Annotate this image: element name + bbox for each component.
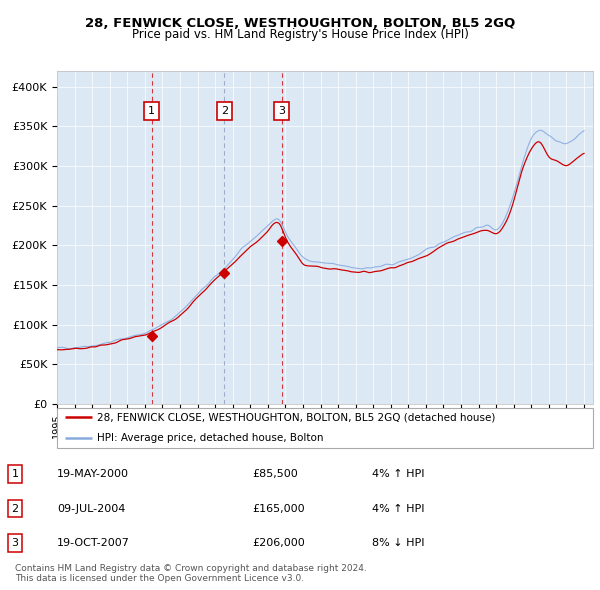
Text: Contains HM Land Registry data © Crown copyright and database right 2024.
This d: Contains HM Land Registry data © Crown c…	[15, 563, 367, 583]
Text: 19-OCT-2007: 19-OCT-2007	[57, 538, 130, 548]
Text: 3: 3	[11, 538, 19, 548]
Text: Price paid vs. HM Land Registry's House Price Index (HPI): Price paid vs. HM Land Registry's House …	[131, 28, 469, 41]
Text: 1: 1	[11, 470, 19, 479]
Text: 19-MAY-2000: 19-MAY-2000	[57, 470, 129, 479]
Text: 3: 3	[278, 106, 286, 116]
Text: 2: 2	[221, 106, 228, 116]
Text: £206,000: £206,000	[252, 538, 305, 548]
Text: 8% ↓ HPI: 8% ↓ HPI	[372, 538, 425, 548]
Text: 28, FENWICK CLOSE, WESTHOUGHTON, BOLTON, BL5 2GQ: 28, FENWICK CLOSE, WESTHOUGHTON, BOLTON,…	[85, 17, 515, 30]
Text: £165,000: £165,000	[252, 504, 305, 513]
Text: £85,500: £85,500	[252, 470, 298, 479]
Text: HPI: Average price, detached house, Bolton: HPI: Average price, detached house, Bolt…	[97, 434, 323, 443]
FancyBboxPatch shape	[57, 408, 593, 448]
Text: 4% ↑ HPI: 4% ↑ HPI	[372, 504, 425, 513]
Text: 2: 2	[11, 504, 19, 513]
Text: 09-JUL-2004: 09-JUL-2004	[57, 504, 125, 513]
Text: 4% ↑ HPI: 4% ↑ HPI	[372, 470, 425, 479]
Text: 28, FENWICK CLOSE, WESTHOUGHTON, BOLTON, BL5 2GQ (detached house): 28, FENWICK CLOSE, WESTHOUGHTON, BOLTON,…	[97, 412, 496, 422]
Text: 1: 1	[148, 106, 155, 116]
